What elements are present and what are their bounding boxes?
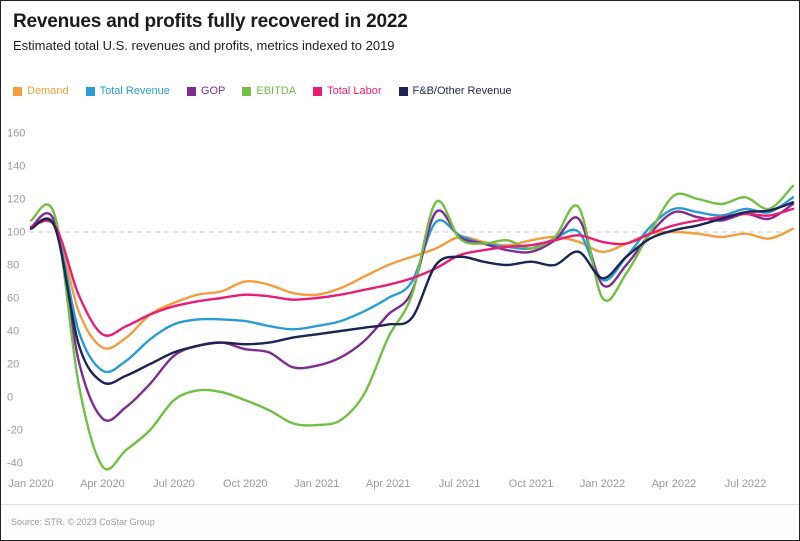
y-axis-tick-label: 100: [7, 227, 25, 239]
y-axis-tick-label: 80: [7, 260, 19, 272]
page-title: Revenues and profits fully recovered in …: [13, 11, 408, 32]
legend-swatch-icon: [242, 86, 252, 96]
series-line-total-revenue: [29, 196, 795, 374]
legend-item-demand: Demand: [13, 85, 69, 97]
y-axis-tick-label: 160: [7, 128, 25, 140]
y-axis-tick-label: 140: [7, 161, 25, 173]
legend-swatch-icon: [398, 86, 408, 96]
x-axis-tick-label: Jul 2022: [725, 478, 767, 490]
footer: Source: STR. © 2023 CoStar Group: [1, 504, 799, 540]
x-axis-tick-label: Jan 2021: [294, 478, 339, 490]
x-axis-tick-label: Jul 2021: [439, 478, 481, 490]
series-line-f-b-other-revenue: [29, 201, 795, 385]
legend-label: Demand: [27, 85, 69, 97]
x-axis-tick-label: Jan 2020: [8, 478, 53, 490]
legend-swatch-icon: [186, 86, 196, 96]
legend: Demand Total Revenue GOP EBITDA Total Labor F…: [13, 85, 512, 97]
legend-item-total-revenue: Total Revenue: [85, 85, 170, 97]
legend-swatch-icon: [313, 86, 323, 96]
x-axis-tick-label: Jan 2022: [580, 478, 625, 490]
x-axis-tick-label: Jul 2020: [153, 478, 195, 490]
y-axis-tick-label: -20: [7, 425, 23, 437]
y-axis-tick-label: 40: [7, 326, 19, 338]
x-axis-tick-label: Oct 2020: [223, 478, 268, 490]
legend-label: Total Revenue: [99, 85, 170, 97]
x-axis-tick-label: Apr 2020: [80, 478, 125, 490]
series-line-total-labor: [29, 207, 795, 337]
series-line-ebitda: [29, 184, 795, 471]
y-axis-tick-label: 120: [7, 194, 25, 206]
legend-item-f-b-other-revenue: F&B/Other Revenue: [398, 85, 512, 97]
y-axis-tick-label: 20: [7, 359, 19, 371]
x-axis-tick-label: Oct 2021: [509, 478, 554, 490]
line-chart: 160 140 120 100 80 60 40 20 0 -20 -40 Jan 2020 Apr 2…: [7, 128, 795, 490]
legend-label: GOP: [200, 85, 226, 97]
x-axis-tick-label: Apr 2021: [366, 478, 411, 490]
x-axis-tick-label: Apr 2022: [652, 478, 697, 490]
legend-swatch-icon: [13, 86, 22, 96]
legend-label: F&B/Other Revenue: [412, 85, 512, 97]
legend-item-gop: GOP: [186, 85, 226, 97]
page-subtitle: Estimated total U.S. revenues and profit…: [13, 38, 395, 53]
legend-label: Total Labor: [327, 85, 382, 97]
y-axis-tick-label: 60: [7, 293, 19, 305]
y-axis-tick-label: -40: [7, 458, 23, 470]
y-axis-tick-label: 0: [7, 392, 13, 404]
series-line-gop: [29, 202, 795, 422]
legend-swatch-icon: [85, 86, 95, 96]
legend-label: EBITDA: [256, 85, 297, 97]
legend-item-total-labor: Total Labor: [313, 85, 382, 97]
legend-item-ebitda: EBITDA: [242, 85, 296, 97]
source-text: Source: STR. © 2023 CoStar Group: [11, 517, 155, 527]
